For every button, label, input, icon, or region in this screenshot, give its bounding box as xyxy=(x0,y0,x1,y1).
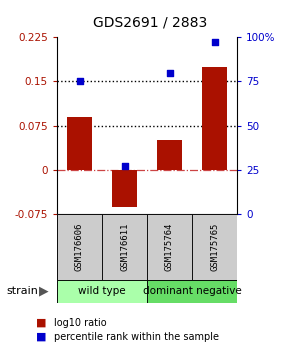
FancyBboxPatch shape xyxy=(192,214,237,280)
Text: log10 ratio: log10 ratio xyxy=(54,318,106,328)
Bar xyxy=(157,140,182,170)
FancyBboxPatch shape xyxy=(57,280,147,303)
Point xyxy=(212,40,217,45)
FancyBboxPatch shape xyxy=(57,214,237,280)
Point xyxy=(167,70,172,75)
FancyBboxPatch shape xyxy=(147,280,237,303)
Text: GDS2691 / 2883: GDS2691 / 2883 xyxy=(93,16,207,30)
FancyBboxPatch shape xyxy=(147,214,192,280)
Text: ▶: ▶ xyxy=(39,285,48,298)
Bar xyxy=(112,170,137,207)
Text: GSM175764: GSM175764 xyxy=(165,223,174,271)
Text: ■: ■ xyxy=(36,332,46,342)
Text: dominant negative: dominant negative xyxy=(142,286,242,296)
Text: GSM176606: GSM176606 xyxy=(75,223,84,271)
Text: ■: ■ xyxy=(36,318,46,328)
Bar xyxy=(202,67,227,170)
Text: GSM176611: GSM176611 xyxy=(120,223,129,271)
Text: percentile rank within the sample: percentile rank within the sample xyxy=(54,332,219,342)
FancyBboxPatch shape xyxy=(102,214,147,280)
Text: strain: strain xyxy=(6,286,38,296)
Bar xyxy=(67,117,92,170)
FancyBboxPatch shape xyxy=(57,214,102,280)
Text: GSM175765: GSM175765 xyxy=(210,223,219,271)
FancyBboxPatch shape xyxy=(57,280,237,303)
Text: wild type: wild type xyxy=(78,286,126,296)
Point xyxy=(122,164,127,169)
Point xyxy=(77,79,82,84)
